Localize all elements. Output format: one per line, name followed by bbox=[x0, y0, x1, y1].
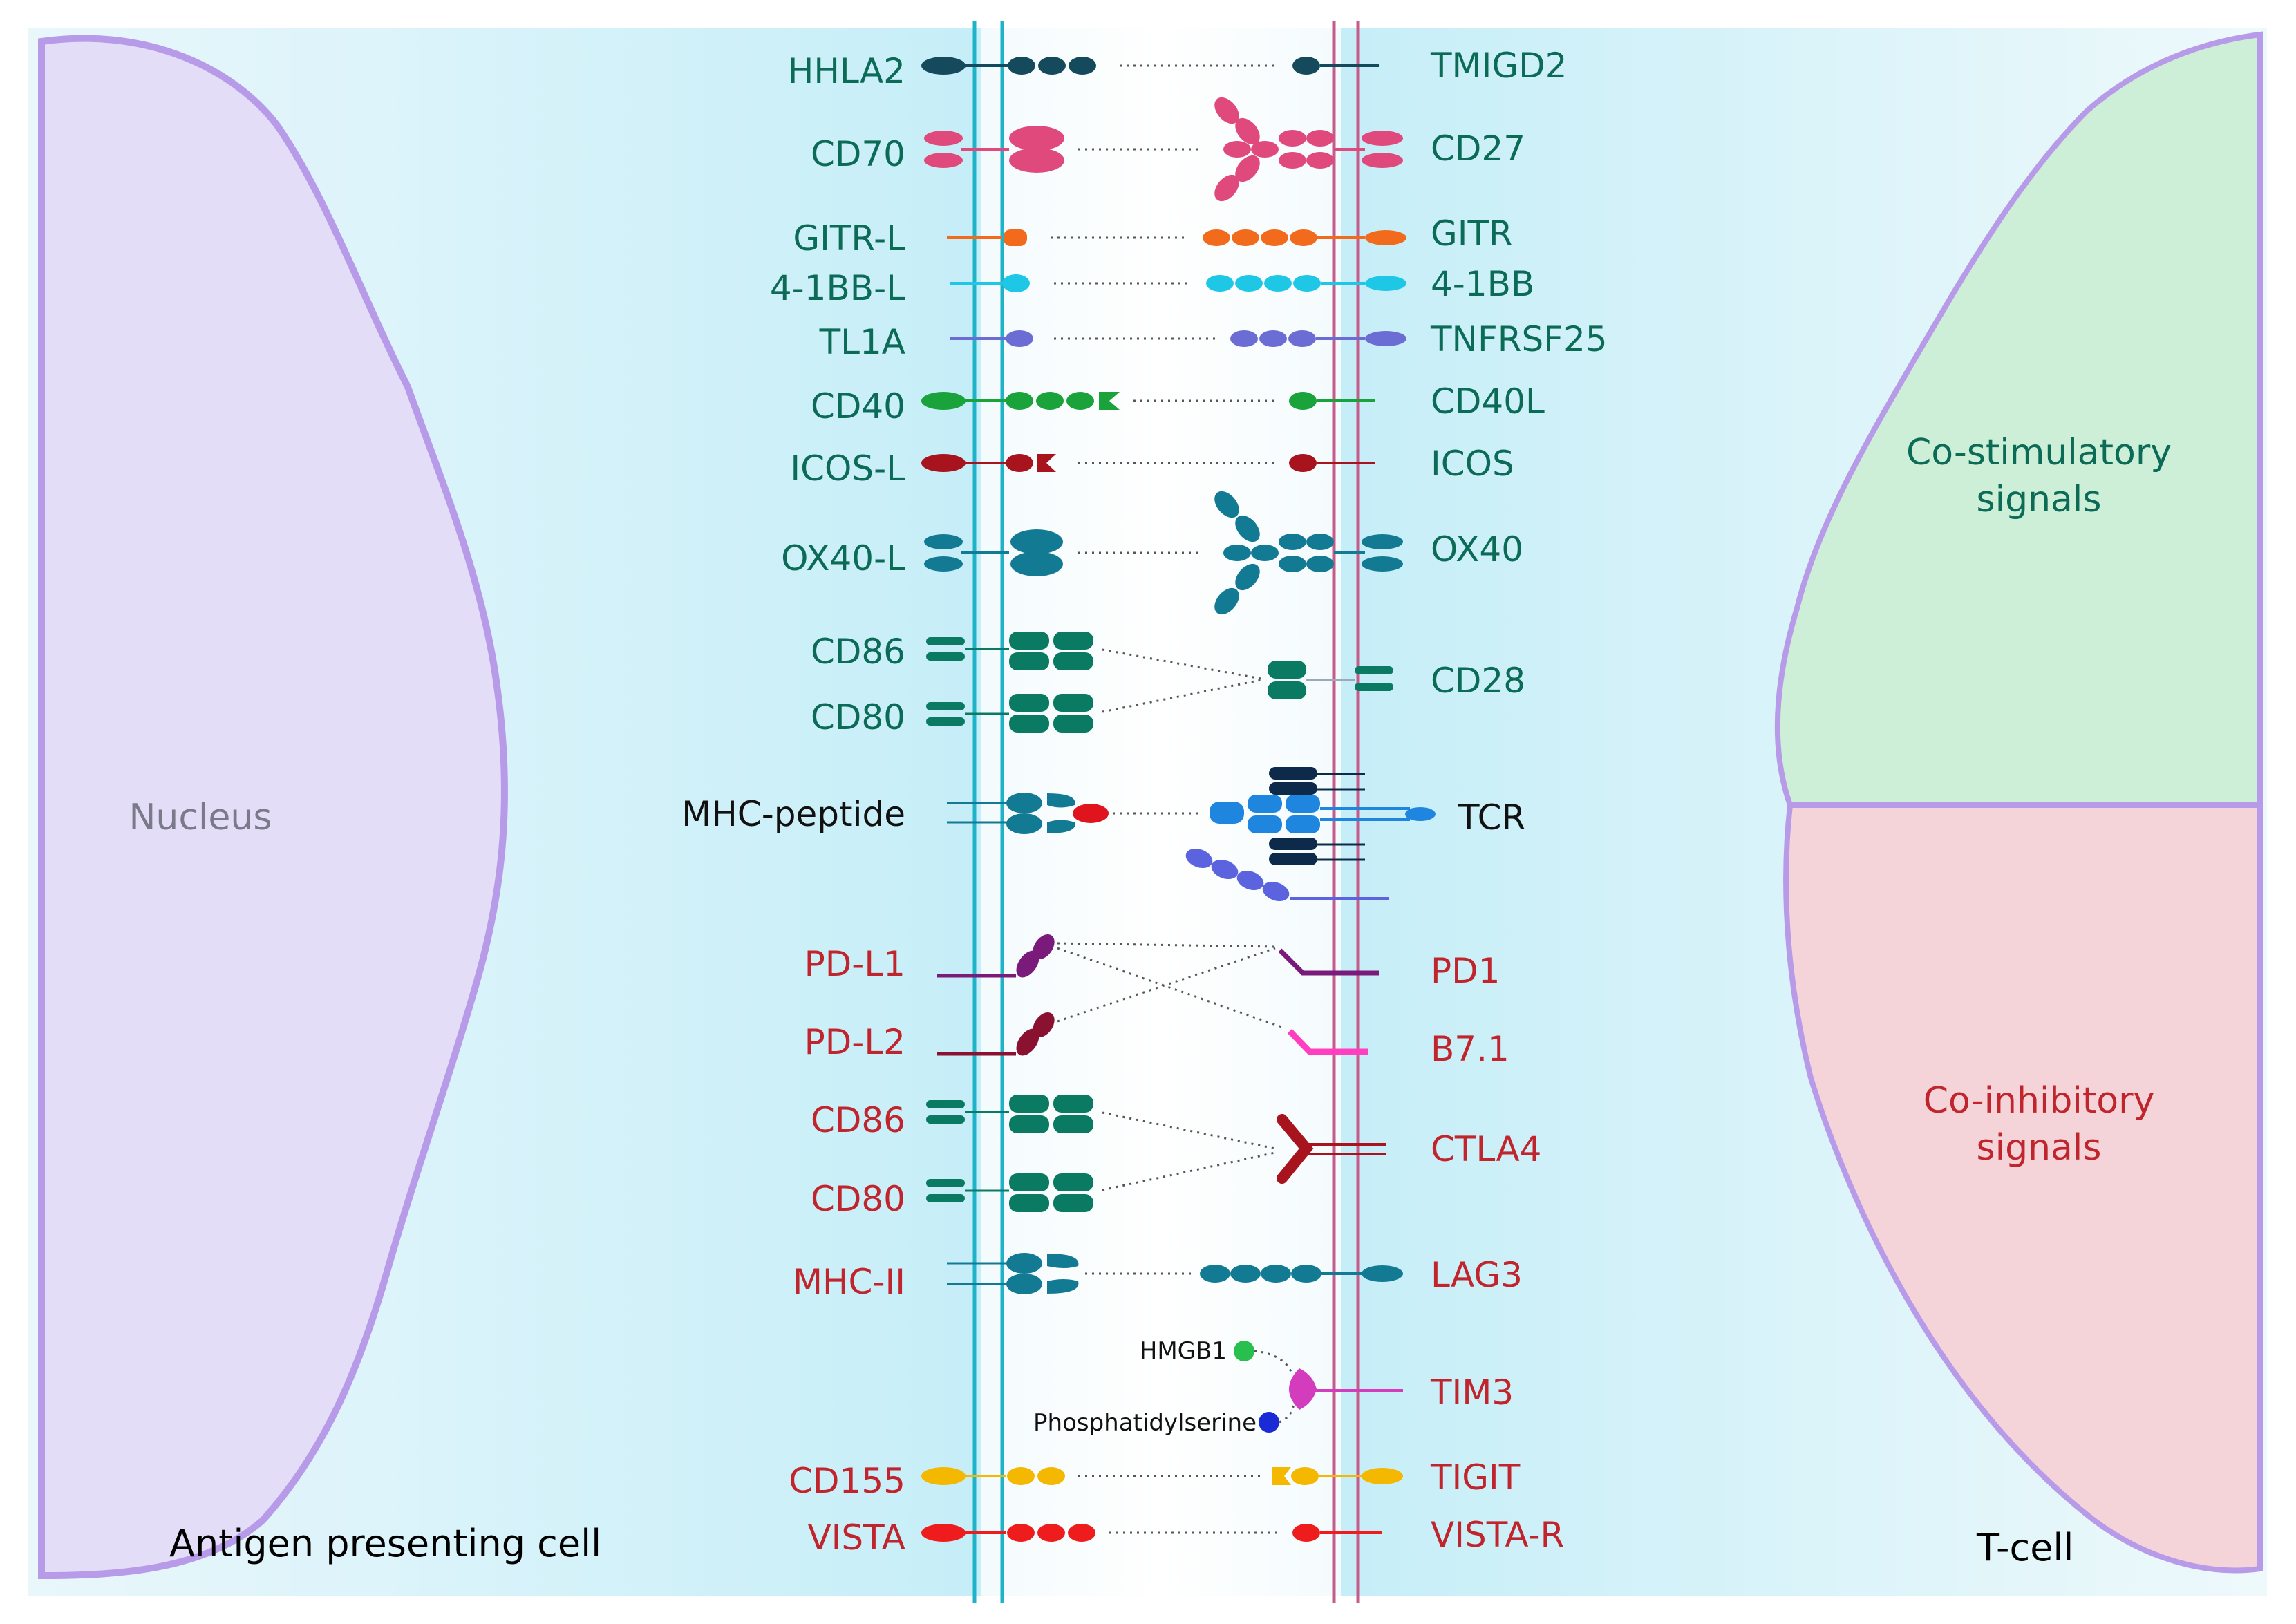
label-mhc-ii: MHC-II bbox=[793, 1262, 905, 1302]
label-tmigd2: TMIGD2 bbox=[1430, 46, 1568, 86]
label-tcell: T-cell bbox=[1976, 1526, 2073, 1569]
label-tnfrsf25: TNFRSF25 bbox=[1430, 319, 1608, 359]
label-41bb-l: 4-1BB-L bbox=[770, 268, 905, 308]
label-vista-r: VISTA-R bbox=[1431, 1515, 1564, 1555]
label-cd80-inhib: CD80 bbox=[811, 1179, 905, 1219]
coinhib-label-line2: signals bbox=[1977, 1127, 2102, 1169]
label-phosphatidylserine: Phosphatidylserine bbox=[1033, 1409, 1257, 1437]
label-icos-l: ICOS-L bbox=[790, 449, 905, 489]
label-cd28: CD28 bbox=[1431, 661, 1525, 701]
label-apc: Antigen presenting cell bbox=[169, 1522, 601, 1565]
label-gitr-l: GITR-L bbox=[793, 218, 905, 258]
mhcii-lag3-pair bbox=[947, 1253, 1403, 1294]
label-cd86-inhib: CD86 bbox=[811, 1100, 905, 1140]
label-hmgb1: HMGB1 bbox=[1140, 1337, 1227, 1365]
cd40-cd40l-pair bbox=[921, 392, 1375, 410]
pd-axis bbox=[937, 934, 1379, 1056]
label-tcr: TCR bbox=[1458, 797, 1525, 838]
label-b71: B7.1 bbox=[1431, 1029, 1509, 1069]
label-cd80-stim: CD80 bbox=[811, 697, 905, 737]
cd86-cd80-ctla4-group bbox=[926, 1095, 1386, 1212]
icosl-icos-pair bbox=[921, 454, 1375, 472]
label-ox40: OX40 bbox=[1431, 529, 1523, 569]
label-mhc-peptide: MHC-peptide bbox=[681, 794, 905, 834]
nucleus-shape bbox=[38, 35, 508, 1580]
vista-vistar-pair bbox=[921, 1524, 1382, 1542]
label-pd1: PD1 bbox=[1431, 951, 1500, 991]
coinhib-panel bbox=[1783, 802, 2263, 1574]
41bbl-41bb-pair bbox=[950, 274, 1406, 292]
label-tl1a: TL1A bbox=[819, 322, 905, 362]
label-cd40l: CD40L bbox=[1431, 381, 1545, 422]
label-pd-l2: PD-L2 bbox=[804, 1022, 905, 1062]
label-lag3: LAG3 bbox=[1431, 1255, 1523, 1295]
label-cd155: CD155 bbox=[789, 1461, 905, 1501]
costim-panel bbox=[1774, 31, 2263, 808]
label-cd40: CD40 bbox=[811, 386, 905, 426]
hhla2-tmigd2-pair bbox=[921, 57, 1379, 75]
cd155-tigit-pair bbox=[921, 1467, 1403, 1485]
phosphatidylserine-dot bbox=[1259, 1412, 1279, 1433]
cd86-cd80-cd28-group bbox=[926, 632, 1393, 733]
label-icos: ICOS bbox=[1431, 444, 1514, 484]
label-ctla4: CTLA4 bbox=[1431, 1129, 1541, 1169]
hmgb1-dot bbox=[1234, 1341, 1254, 1361]
label-gitr: GITR bbox=[1431, 214, 1513, 254]
label-vista: VISTA bbox=[807, 1518, 905, 1558]
nucleus-label: Nucleus bbox=[129, 797, 272, 838]
label-tim3: TIM3 bbox=[1430, 1372, 1514, 1413]
label-41bb: 4-1BB bbox=[1431, 264, 1534, 304]
cd70-cd27-pair bbox=[924, 97, 1403, 202]
tl1a-tnfrsf25-pair bbox=[950, 330, 1406, 347]
tim3-group bbox=[1234, 1341, 1403, 1433]
coinhib-label-line1: Co-inhibitory bbox=[1923, 1080, 2154, 1122]
label-cd70: CD70 bbox=[811, 134, 905, 174]
costim-label-line1: Co-stimulatory bbox=[1906, 432, 2172, 473]
label-tigit: TIGIT bbox=[1430, 1457, 1521, 1498]
label-pd-l1: PD-L1 bbox=[804, 944, 905, 984]
label-cd86-stim: CD86 bbox=[811, 632, 905, 672]
label-cd27: CD27 bbox=[1431, 129, 1525, 169]
costim-label-line2: signals bbox=[1977, 479, 2102, 520]
label-ox40-l: OX40-L bbox=[781, 538, 905, 578]
ox40l-ox40-pair bbox=[924, 491, 1403, 615]
mhc-tcr-complex bbox=[947, 767, 1436, 902]
label-hhla2: HHLA2 bbox=[788, 51, 905, 91]
gitrl-gitr-pair bbox=[947, 229, 1406, 246]
